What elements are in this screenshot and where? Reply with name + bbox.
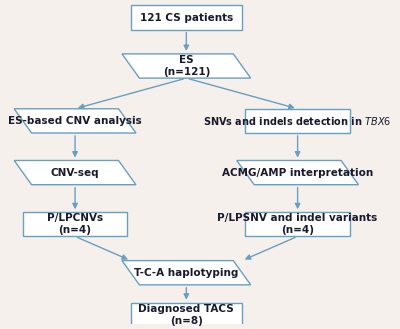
- FancyBboxPatch shape: [131, 303, 242, 327]
- FancyBboxPatch shape: [131, 5, 242, 30]
- Polygon shape: [14, 161, 136, 185]
- Text: Diagnosed TACS
(n=8): Diagnosed TACS (n=8): [138, 304, 234, 325]
- FancyBboxPatch shape: [246, 109, 350, 133]
- Polygon shape: [122, 54, 251, 78]
- FancyBboxPatch shape: [23, 212, 127, 237]
- Text: T-C-A haplotyping: T-C-A haplotyping: [134, 268, 238, 278]
- FancyBboxPatch shape: [246, 212, 350, 237]
- Text: SNVs and indels detection in $\it{TBX6}$: SNVs and indels detection in $\it{TBX6}$: [204, 115, 392, 127]
- Polygon shape: [237, 161, 358, 185]
- Text: P/LPCNVs
(n=4): P/LPCNVs (n=4): [47, 214, 103, 235]
- Text: ES-based CNV analysis: ES-based CNV analysis: [8, 116, 142, 126]
- Text: ES
(n=121): ES (n=121): [163, 55, 210, 77]
- Text: ACMG/AMP interpretation: ACMG/AMP interpretation: [222, 167, 373, 178]
- Text: CNV-seq: CNV-seq: [51, 167, 99, 178]
- Polygon shape: [122, 261, 251, 285]
- Text: 121 CS patients: 121 CS patients: [140, 13, 233, 23]
- Polygon shape: [14, 109, 136, 133]
- Text: P/LPSNV and indel variants
(n=4): P/LPSNV and indel variants (n=4): [218, 214, 378, 235]
